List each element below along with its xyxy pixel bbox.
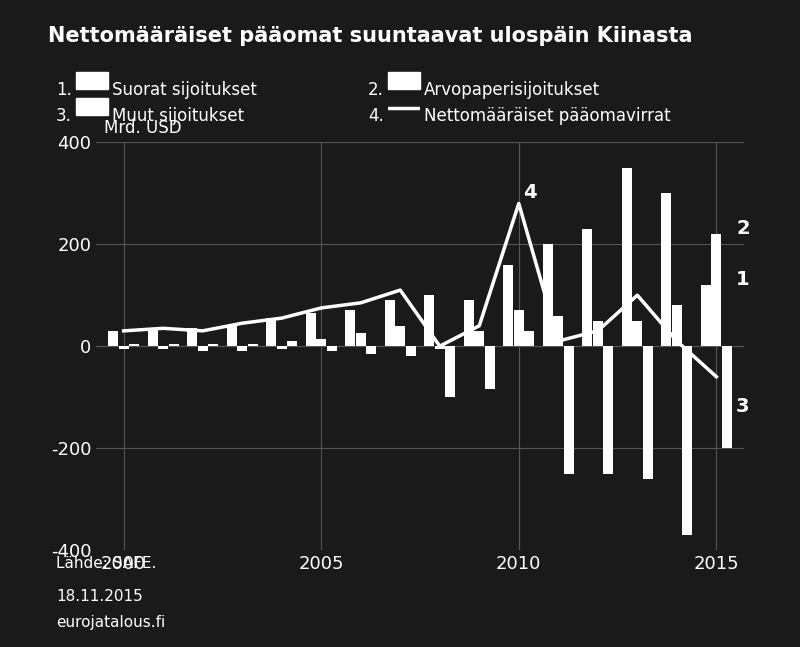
Text: Arvopaperisijoitukset: Arvopaperisijoitukset	[424, 81, 600, 99]
Bar	[424, 295, 434, 346]
Text: Lähde: SAFE.: Lähde: SAFE.	[56, 556, 156, 571]
Bar	[129, 344, 139, 346]
Bar	[672, 305, 682, 346]
Text: 1: 1	[736, 270, 750, 289]
Bar	[158, 346, 168, 349]
Bar	[464, 300, 474, 346]
Text: Nettomääräiset pääomat suuntaavat ulospäin Kiinasta: Nettomääräiset pääomat suuntaavat ulospä…	[48, 26, 693, 46]
Bar	[554, 316, 563, 346]
Bar	[385, 300, 394, 346]
Bar	[366, 346, 376, 354]
Bar	[503, 265, 514, 346]
Bar	[306, 313, 316, 346]
Bar	[485, 346, 495, 389]
Bar	[524, 331, 534, 346]
Text: Mrd. USD: Mrd. USD	[104, 119, 182, 137]
Bar	[226, 326, 237, 346]
Bar	[277, 346, 286, 349]
Text: 3: 3	[736, 397, 750, 417]
Text: Suorat sijoitukset: Suorat sijoitukset	[112, 81, 257, 99]
Bar	[237, 346, 247, 351]
Bar	[395, 326, 406, 346]
Bar	[542, 244, 553, 346]
Text: 4.: 4.	[368, 107, 384, 125]
Bar	[316, 338, 326, 346]
Bar	[345, 311, 355, 346]
Bar	[682, 346, 692, 534]
Text: Nettomääräiset pääomavirrat: Nettomääräiset pääomavirrat	[424, 107, 670, 125]
Bar	[118, 346, 129, 349]
Bar	[643, 346, 653, 479]
Bar	[711, 234, 722, 346]
Bar	[701, 285, 711, 346]
Bar	[722, 346, 732, 448]
Bar	[108, 331, 118, 346]
Bar	[593, 321, 603, 346]
Text: Muut sijoitukset: Muut sijoitukset	[112, 107, 244, 125]
Bar	[632, 321, 642, 346]
Bar	[446, 346, 455, 397]
Text: 3.: 3.	[56, 107, 72, 125]
Bar	[287, 341, 298, 346]
Bar	[326, 346, 337, 351]
Bar	[248, 344, 258, 346]
Text: 1.: 1.	[56, 81, 72, 99]
Bar	[603, 346, 614, 474]
Bar	[266, 318, 276, 346]
Bar	[148, 328, 158, 346]
Text: 2: 2	[736, 219, 750, 238]
Text: 4: 4	[522, 183, 536, 203]
Bar	[169, 344, 178, 346]
Bar	[406, 346, 416, 356]
Bar	[622, 168, 632, 346]
Bar	[582, 229, 592, 346]
Bar	[208, 344, 218, 346]
Bar	[564, 346, 574, 474]
Bar	[187, 328, 197, 346]
Bar	[434, 346, 445, 349]
Bar	[356, 333, 366, 346]
Bar	[474, 331, 484, 346]
Bar	[198, 346, 208, 351]
Bar	[662, 193, 671, 346]
Text: 2.: 2.	[368, 81, 384, 99]
Text: eurojatalous.fi: eurojatalous.fi	[56, 615, 166, 630]
Bar	[514, 311, 524, 346]
Text: 18.11.2015: 18.11.2015	[56, 589, 142, 604]
